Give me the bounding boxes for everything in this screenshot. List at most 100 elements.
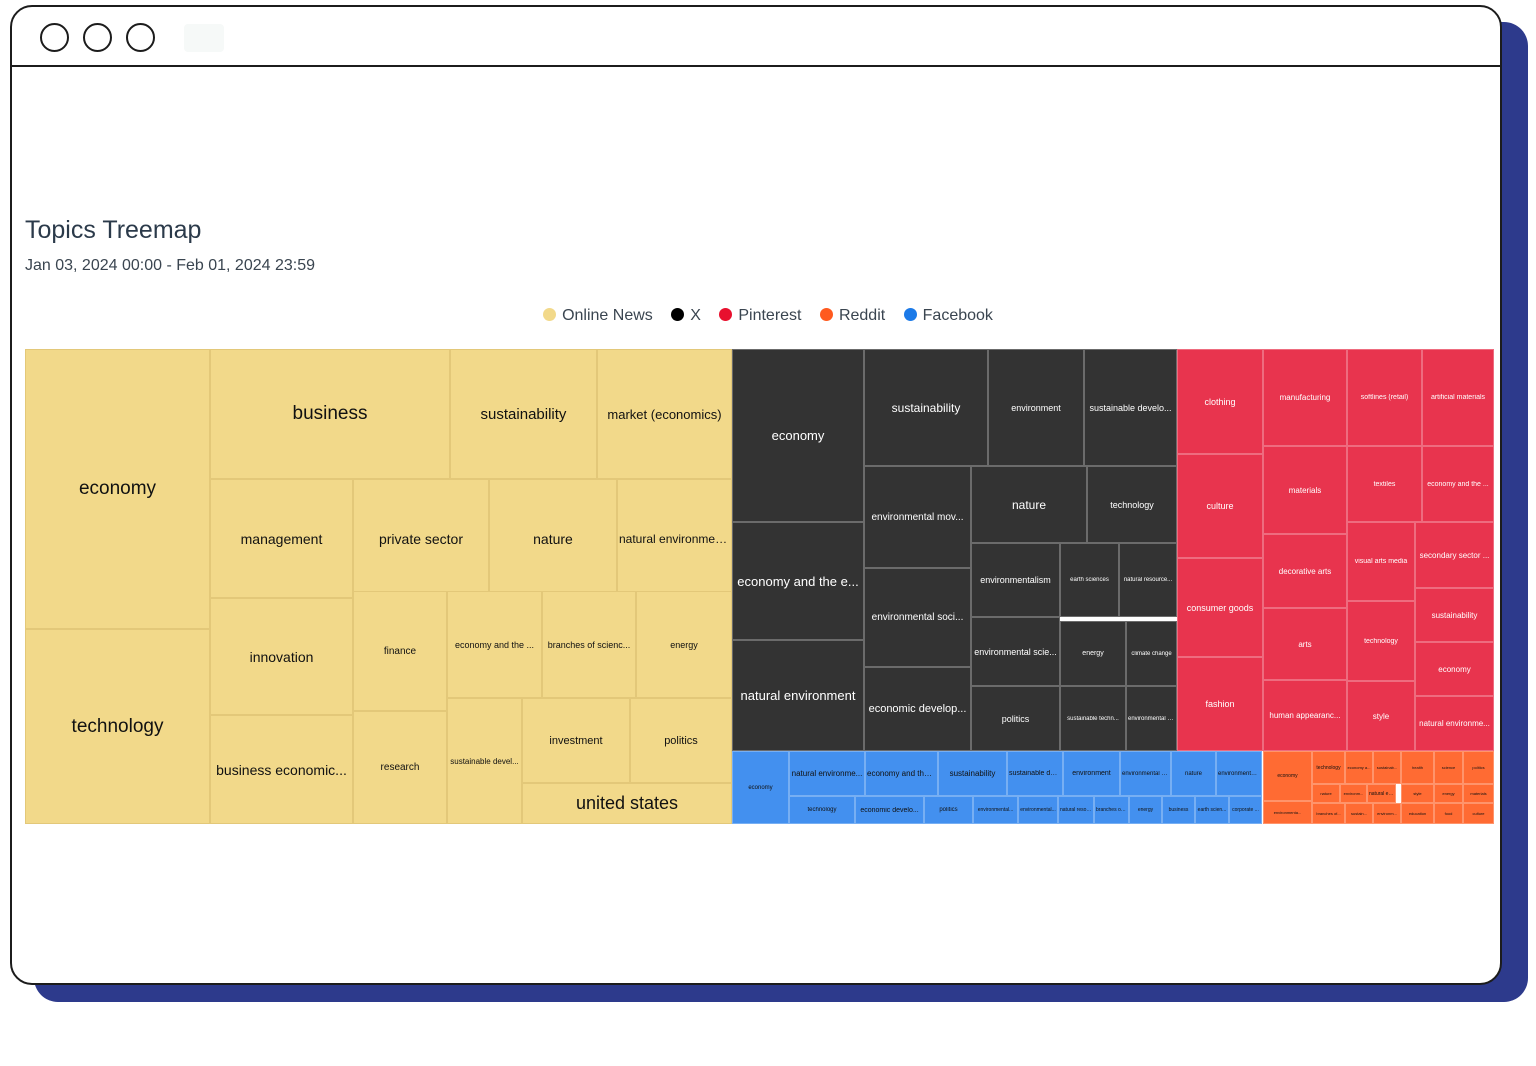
treemap-cell-reddit-environm[interactable]: environm... xyxy=(1340,784,1367,803)
treemap-cell-online-news-management[interactable]: management xyxy=(210,479,353,598)
treemap-cell-x-energy[interactable]: energy xyxy=(1060,621,1126,686)
treemap-cell-pinterest-natural-environme[interactable]: natural environme... xyxy=(1415,696,1494,751)
treemap-cell-pinterest-decorative-arts[interactable]: decorative arts xyxy=(1263,534,1347,608)
treemap-cell-online-news-sustainable-devel[interactable]: sustainable devel... xyxy=(447,698,522,824)
legend-item-online-news[interactable]: Online News xyxy=(543,307,653,325)
treemap-cell-online-news-united-states[interactable]: united states xyxy=(522,783,732,824)
treemap-cell-pinterest-consumer-goods[interactable]: consumer goods xyxy=(1177,558,1263,657)
treemap-cell-online-news-business-economic[interactable]: business economic... xyxy=(210,715,353,824)
treemap-cell-x-natural-environment[interactable]: natural environment xyxy=(732,640,864,751)
treemap-cell-online-news-politics[interactable]: politics xyxy=(630,698,732,783)
treemap-cell-pinterest-technology[interactable]: technology xyxy=(1347,601,1415,681)
treemap-cell-reddit-environm[interactable]: environm... xyxy=(1373,803,1401,824)
treemap-cell-x-climate-change[interactable]: climate change xyxy=(1126,621,1177,686)
treemap-cell-online-news-natural-environmen[interactable]: natural environmen... xyxy=(617,479,732,598)
treemap-cell-pinterest-culture[interactable]: culture xyxy=(1177,454,1263,558)
treemap-cell-facebook-sustainable-dev[interactable]: sustainable dev... xyxy=(1007,751,1063,796)
treemap-cell-online-news-research[interactable]: research xyxy=(353,711,447,824)
legend-item-pinterest[interactable]: Pinterest xyxy=(719,307,802,325)
treemap-cell-reddit-health[interactable]: health xyxy=(1401,751,1434,784)
treemap-cell-pinterest-visual-arts-media[interactable]: visual arts media xyxy=(1347,522,1415,601)
treemap-cell-x-environmentalism[interactable]: environmentalism xyxy=(971,543,1060,617)
treemap-cell-online-news-branches-of-scienc[interactable]: branches of scienc... xyxy=(542,591,636,698)
treemap-cell-x-nature[interactable]: nature xyxy=(971,466,1087,543)
treemap-cell-pinterest-softlines-retail[interactable]: softlines (retail) xyxy=(1347,349,1422,446)
treemap-cell-pinterest-fashion[interactable]: fashion xyxy=(1177,657,1263,751)
treemap-cell-reddit-nature[interactable]: nature xyxy=(1312,784,1340,803)
treemap-cell-reddit-environmenta[interactable]: environmenta... xyxy=(1263,801,1312,824)
treemap-cell-pinterest-materials[interactable]: materials xyxy=(1263,446,1347,534)
legend-item-x[interactable]: X xyxy=(671,307,701,325)
treemap-cell-online-news-investment[interactable]: investment xyxy=(522,698,630,783)
treemap-cell-pinterest-economy-and-the[interactable]: economy and the ... xyxy=(1422,446,1494,522)
treemap-cell-pinterest-secondary-sector[interactable]: secondary sector ... xyxy=(1415,522,1494,588)
treemap-cell-facebook-technology[interactable]: technology xyxy=(789,796,855,824)
treemap-cell-x-environment[interactable]: environment xyxy=(988,349,1084,466)
treemap-cell-facebook-economy[interactable]: economy xyxy=(732,751,789,824)
treemap-cell-facebook-environmental[interactable]: environmental ... xyxy=(1216,751,1262,796)
treemap-cell-x-sustainable-techn[interactable]: sustainable techn... xyxy=(1060,686,1126,751)
treemap-cell-facebook-environmental[interactable]: environmental... xyxy=(1018,796,1058,824)
treemap-cell-facebook-business[interactable]: business xyxy=(1162,796,1195,824)
treemap-cell-reddit-sustain[interactable]: sustain... xyxy=(1345,803,1373,824)
treemap-cell-facebook-environmental-s[interactable]: environmental s... xyxy=(1120,751,1171,796)
treemap-cell-facebook-nature[interactable]: nature xyxy=(1171,751,1216,796)
treemap-cell-x-environmental-mov[interactable]: environmental mov... xyxy=(864,466,971,568)
treemap-cell-x-sustainable-develo[interactable]: sustainable develo... xyxy=(1084,349,1177,466)
window-dot-1[interactable] xyxy=(40,23,69,52)
treemap-cell-facebook-economic-develo[interactable]: economic develo... xyxy=(855,796,924,824)
treemap-cell-online-news-technology[interactable]: technology xyxy=(25,629,210,824)
treemap-cell-reddit-technology[interactable]: technology xyxy=(1312,751,1345,784)
treemap-cell-facebook-environmental[interactable]: environmental... xyxy=(973,796,1018,824)
treemap-cell-online-news-innovation[interactable]: innovation xyxy=(210,598,353,715)
treemap-cell-facebook-natural-environme[interactable]: natural environme... xyxy=(789,751,865,796)
treemap-cell-reddit-materials[interactable]: materials xyxy=(1463,784,1494,803)
treemap-cell-x-environmental-soci[interactable]: environmental soci... xyxy=(864,568,971,667)
treemap-cell-x-economy[interactable]: economy xyxy=(732,349,864,522)
treemap-cell-facebook-earth-scien[interactable]: earth scien... xyxy=(1195,796,1229,824)
treemap-cell-online-news-economy-and-the[interactable]: economy and the ... xyxy=(447,591,542,698)
treemap-cell-x-economy-and-the-e[interactable]: economy and the e... xyxy=(732,522,864,640)
treemap-cell-x-sustainability[interactable]: sustainability xyxy=(864,349,988,466)
treemap-cell-reddit-style[interactable]: style xyxy=(1401,784,1434,803)
treemap-cell-facebook-corporate[interactable]: corporate ... xyxy=(1229,796,1262,824)
treemap-cell-online-news-business[interactable]: business xyxy=(210,349,450,479)
treemap-cell-reddit-food[interactable]: food xyxy=(1434,803,1463,824)
window-dot-2[interactable] xyxy=(83,23,112,52)
treemap-cell-reddit-politics[interactable]: politics xyxy=(1463,751,1494,784)
treemap-cell-facebook-branches-of-s[interactable]: branches of s... xyxy=(1094,796,1129,824)
legend-item-reddit[interactable]: Reddit xyxy=(819,307,885,325)
treemap-cell-online-news-nature[interactable]: nature xyxy=(489,479,617,598)
treemap-cell-reddit-sustainab[interactable]: sustainab... xyxy=(1373,751,1401,784)
treemap-cell-x-environmental-e[interactable]: environmental e... xyxy=(1126,686,1177,751)
treemap-cell-reddit-culture[interactable]: culture xyxy=(1463,803,1494,824)
treemap-cell-online-news-energy[interactable]: energy xyxy=(636,591,732,698)
treemap-cell-facebook-sustainability[interactable]: sustainability xyxy=(938,751,1007,796)
treemap-cell-pinterest-economy[interactable]: economy xyxy=(1415,642,1494,696)
treemap-cell-reddit-economy[interactable]: economy xyxy=(1263,751,1312,801)
treemap-cell-facebook-economy-and-the[interactable]: economy and the ... xyxy=(865,751,938,796)
treemap-cell-facebook-politics[interactable]: politics xyxy=(924,796,973,824)
treemap-cell-x-natural-resource[interactable]: natural resource... xyxy=(1119,543,1177,617)
treemap-cell-facebook-energy[interactable]: energy xyxy=(1129,796,1162,824)
treemap-cell-online-news-private-sector[interactable]: private sector xyxy=(353,479,489,598)
treemap-cell-pinterest-clothing[interactable]: clothing xyxy=(1177,349,1263,454)
treemap-cell-pinterest-arts[interactable]: arts xyxy=(1263,608,1347,680)
treemap-cell-reddit-energy[interactable]: energy xyxy=(1434,784,1463,803)
treemap-cell-reddit-economy-a[interactable]: economy a... xyxy=(1345,751,1373,784)
treemap-cell-reddit-branches-of[interactable]: branches of... xyxy=(1312,803,1345,824)
treemap-cell-x-politics[interactable]: politics xyxy=(971,686,1060,751)
treemap-cell-facebook-environment[interactable]: environment xyxy=(1063,751,1120,796)
treemap-cell-pinterest-textiles[interactable]: textiles xyxy=(1347,446,1422,522)
treemap-cell-pinterest-manufacturing[interactable]: manufacturing xyxy=(1263,349,1347,446)
treemap-cell-x-economic-develop[interactable]: economic develop... xyxy=(864,667,971,751)
treemap-cell-pinterest-human-appearanc[interactable]: human appearanc... xyxy=(1263,680,1347,751)
treemap-cell-reddit-natural-environ[interactable]: natural environ... xyxy=(1367,784,1396,803)
treemap-cell-online-news-finance[interactable]: finance xyxy=(353,591,447,711)
treemap-cell-pinterest-sustainability[interactable]: sustainability xyxy=(1415,588,1494,642)
treemap-cell-online-news-sustainability[interactable]: sustainability xyxy=(450,349,597,479)
treemap-cell-reddit-science[interactable]: science xyxy=(1434,751,1463,784)
treemap-cell-pinterest-style[interactable]: style xyxy=(1347,681,1415,751)
treemap-cell-x-earth-sciences[interactable]: earth sciences xyxy=(1060,543,1119,617)
treemap-cell-x-technology[interactable]: technology xyxy=(1087,466,1177,543)
